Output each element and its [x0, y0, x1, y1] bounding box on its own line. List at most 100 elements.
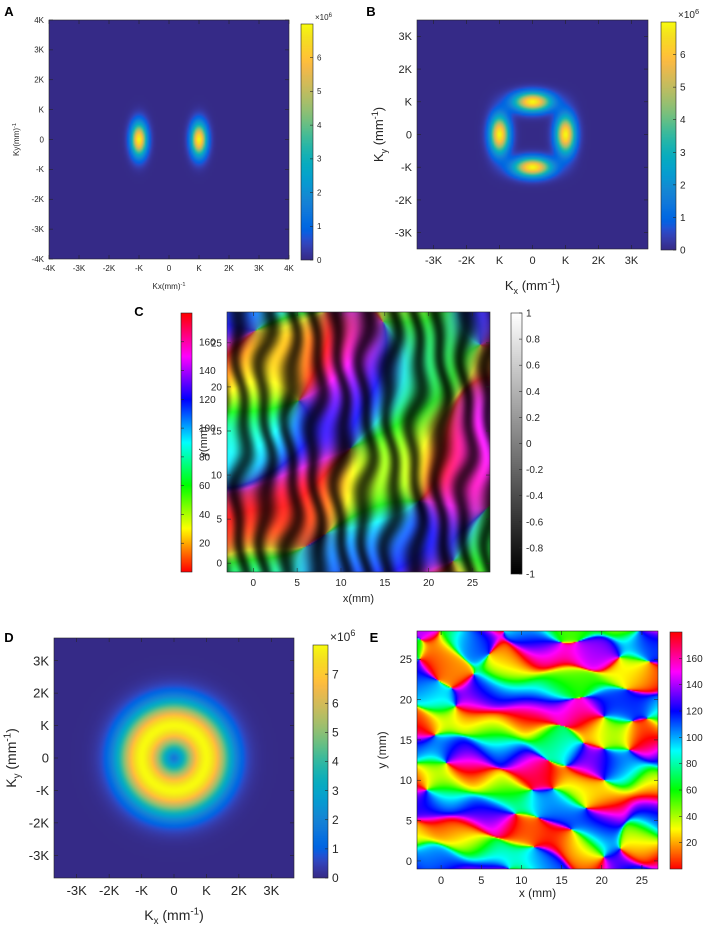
- y-tick-label: -2K: [29, 815, 50, 830]
- colorbar-fill: [313, 645, 328, 878]
- x-tick-label: 3K: [254, 264, 264, 273]
- hue-colorbar-tick-label: 140: [686, 680, 703, 691]
- y-tick-label: K: [40, 718, 49, 733]
- colorbar-tick-label: 6: [680, 50, 686, 61]
- colorbar-tick-label: 7: [332, 667, 339, 681]
- y-tick-label: -K: [36, 783, 49, 798]
- colorbar-tick-label: 5: [680, 83, 686, 94]
- y-tick-label: 20: [211, 382, 223, 393]
- gray-colorbar-fill: [511, 313, 522, 574]
- colorbar-tick-label: 5: [332, 726, 339, 740]
- y-tick-label: -4K: [32, 255, 45, 264]
- y-tick-label: -K: [36, 165, 45, 174]
- y-tick-label: 4K: [34, 16, 44, 25]
- spectrum-image: [54, 638, 294, 878]
- panel-d: D -3K -2K -K 0 K 2K 3K 3K 2K K 0 -K -2K -3K Kx (mm-1) Ky…: [2, 628, 355, 927]
- y-tick-label: K: [405, 97, 413, 109]
- spectrum-image: [49, 20, 289, 259]
- y-tick-label: 0: [216, 559, 222, 570]
- x-tick-label: -2K: [99, 883, 120, 898]
- hue-colorbar-tick-label: 20: [686, 838, 698, 849]
- x-tick-label: -K: [135, 883, 148, 898]
- y-tick-label: 25: [211, 338, 223, 349]
- hue-colorbar-tick-label: 20: [199, 539, 211, 550]
- y-tick-label: -2K: [395, 195, 413, 207]
- y-axis-label: Ky (mm-1): [2, 728, 23, 788]
- gray-colorbar-tick-label: -0.4: [526, 491, 544, 502]
- x-tick-label: 10: [335, 578, 347, 589]
- colorbar-exponent: ×106: [678, 7, 699, 21]
- gray-colorbar-tick-label: 0.8: [526, 335, 540, 346]
- hue-colorbar-frame: [669, 631, 683, 870]
- y-axis-label: Ky (mm-1): [370, 107, 389, 162]
- hue-colorbar-tick-label: 80: [199, 452, 211, 463]
- x-tick-label: -2K: [458, 255, 476, 267]
- x-tick-label: 0: [251, 578, 257, 589]
- x-tick-label: 2K: [592, 255, 606, 267]
- y-tick-label: 2K: [34, 76, 44, 85]
- colorbar-tick-label: 1: [317, 222, 322, 231]
- y-tick-label: -2K: [32, 195, 45, 204]
- y-tick-label: 3K: [34, 46, 44, 55]
- panel-b: B -3K -2K K 0 K 2K 3K 3K 2K K 0 -K -2K -3K Kx (mm-1) Ky …: [366, 4, 699, 296]
- x-tick-label: 0: [438, 875, 444, 887]
- x-tick-label: -4K: [43, 264, 56, 273]
- x-tick-label: -3K: [73, 264, 86, 273]
- panel-label-d: D: [4, 630, 13, 645]
- y-tick-label: 25: [400, 654, 412, 666]
- x-tick-label: 2K: [231, 883, 247, 898]
- x-tick-label: 0: [529, 255, 535, 267]
- y-tick-label: 2K: [399, 64, 413, 76]
- colorbar-tick-label: 6: [317, 54, 322, 63]
- x-tick-label: -3K: [67, 883, 88, 898]
- y-tick-label: -3K: [32, 225, 45, 234]
- y-tick-label: -3K: [395, 227, 413, 239]
- gray-colorbar-tick-label: -0.2: [526, 465, 544, 476]
- orientation-map-image: [417, 631, 658, 869]
- x-axis-label: Kx(mm)-1: [153, 282, 186, 291]
- gray-colorbar-tick-label: 0: [526, 439, 532, 450]
- colorbar-frame: [660, 21, 677, 251]
- colorbar-exponent: ×106: [330, 628, 355, 644]
- y-tick-label: 3K: [33, 653, 49, 668]
- hue-colorbar-tick-label: 40: [199, 510, 211, 521]
- x-tick-label: 20: [423, 578, 435, 589]
- x-axis-label: x(mm): [343, 593, 374, 605]
- gray-colorbar-tick-label: -0.8: [526, 543, 544, 554]
- y-tick-label: 10: [400, 775, 412, 787]
- hue-colorbar-tick-label: 60: [686, 786, 698, 797]
- x-tick-label: -3K: [425, 255, 443, 267]
- panel-e: E 0 5 10 15 20 25 0 5 10 15 20 25 x (mm) y (mm) 20 40 60 8…: [370, 630, 703, 900]
- hue-colorbar-tick-label: 160: [686, 654, 703, 665]
- plot-frame: [416, 630, 659, 870]
- y-tick-label: 0: [40, 135, 45, 144]
- gray-colorbar-tick-label: 0.4: [526, 387, 540, 398]
- y-tick-label: -K: [401, 162, 413, 174]
- y-tick-label: -3K: [29, 848, 50, 863]
- colorbar-tick-label: 0: [680, 246, 686, 257]
- panel-c: C0 5 10 15 20 250510152025x(mm)y(mm)204060801…: [134, 304, 543, 605]
- x-tick-label: 5: [294, 578, 300, 589]
- y-tick-label: 3K: [399, 31, 413, 43]
- x-tick-label: K: [562, 255, 570, 267]
- panel-label-e: E: [370, 630, 379, 645]
- hue-colorbar-tick-label: 140: [199, 366, 216, 377]
- colorbar-tick-label: 3: [317, 155, 322, 164]
- x-tick-label: K: [202, 883, 211, 898]
- x-tick-label: 15: [555, 875, 567, 887]
- x-axis-label: Kx (mm-1): [505, 277, 560, 296]
- y-tick-label: 5: [216, 515, 222, 526]
- panel-label-b: B: [366, 4, 375, 19]
- x-tick-label: 3K: [625, 255, 639, 267]
- hue-colorbar-fill: [181, 313, 192, 572]
- colorbar-fill: [301, 24, 313, 260]
- colorbar-exponent: ×106: [315, 13, 333, 22]
- x-tick-label: -2K: [103, 264, 116, 273]
- gray-colorbar-tick-label: -0.6: [526, 517, 544, 528]
- x-tick-label: 0: [170, 883, 177, 898]
- colorbar-frame: [300, 23, 314, 261]
- x-tick-label: 3K: [263, 883, 279, 898]
- y-axis-label: y(mm): [198, 426, 210, 457]
- x-tick-label: 5: [478, 875, 484, 887]
- gray-colorbar-tick-label: 0.6: [526, 361, 540, 372]
